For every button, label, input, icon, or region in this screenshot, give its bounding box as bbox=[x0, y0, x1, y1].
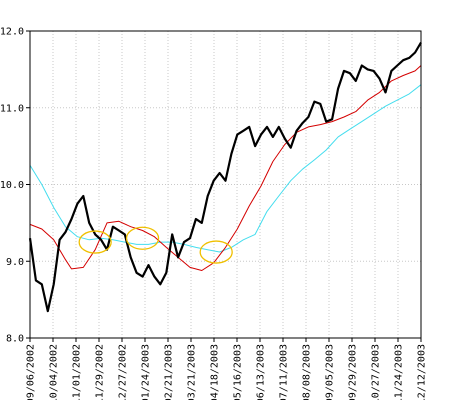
highlight-ellipse bbox=[199, 240, 233, 264]
highlight-ellipse bbox=[125, 226, 160, 250]
cyan-average-line bbox=[29, 84, 422, 253]
x-tick-label: 06/13/2003 bbox=[256, 344, 267, 400]
red-average-line bbox=[29, 65, 422, 271]
plot-frame bbox=[29, 30, 422, 339]
price-line bbox=[28, 41, 422, 313]
x-tick-label: 10/27/2003 bbox=[371, 344, 382, 400]
y-tick-label: 9.0 bbox=[6, 257, 24, 268]
x-tick-label: 11/01/2002 bbox=[72, 344, 83, 400]
x-tick-label: 11/29/2002 bbox=[95, 344, 106, 400]
x-tick-label: 03/21/2003 bbox=[187, 344, 198, 400]
y-tick-label: 10.0 bbox=[0, 180, 24, 191]
x-tick-label: 09/05/2003 bbox=[325, 344, 336, 400]
x-axis-ticks: 09/06/2002 10/04/2002 11/01/2002 11/29/2002… bbox=[26, 338, 428, 400]
x-tick-label: 01/24/2003 bbox=[141, 344, 152, 400]
y-tick-label: 8.0 bbox=[6, 334, 24, 345]
y-tick-label: 12.0 bbox=[0, 27, 24, 38]
x-tick-label: 12/12/2003 bbox=[417, 344, 428, 400]
x-tick-label: 09/06/2002 bbox=[26, 344, 37, 400]
highlight-ellipse bbox=[78, 230, 112, 254]
x-tick-label: 07/11/2003 bbox=[279, 344, 290, 400]
series-lines bbox=[28, 41, 422, 313]
x-tick-label: 10/04/2002 bbox=[49, 344, 60, 400]
x-tick-label: 05/16/2003 bbox=[233, 344, 244, 400]
y-tick-label: 11.0 bbox=[0, 103, 24, 114]
grid bbox=[30, 31, 421, 338]
y-axis-ticks: 8.0 9.0 10.0 11.0 12.0 bbox=[0, 27, 30, 345]
x-tick-label: 12/27/2002 bbox=[118, 344, 129, 400]
x-tick-label: 11/24/2003 bbox=[394, 344, 405, 400]
x-tick-label: 08/08/2003 bbox=[302, 344, 313, 400]
x-tick-label: 02/21/2003 bbox=[164, 344, 175, 400]
annotations bbox=[78, 226, 233, 264]
x-tick-label: 09/29/2003 bbox=[348, 344, 359, 400]
x-tick-label: 04/18/2003 bbox=[210, 344, 221, 400]
